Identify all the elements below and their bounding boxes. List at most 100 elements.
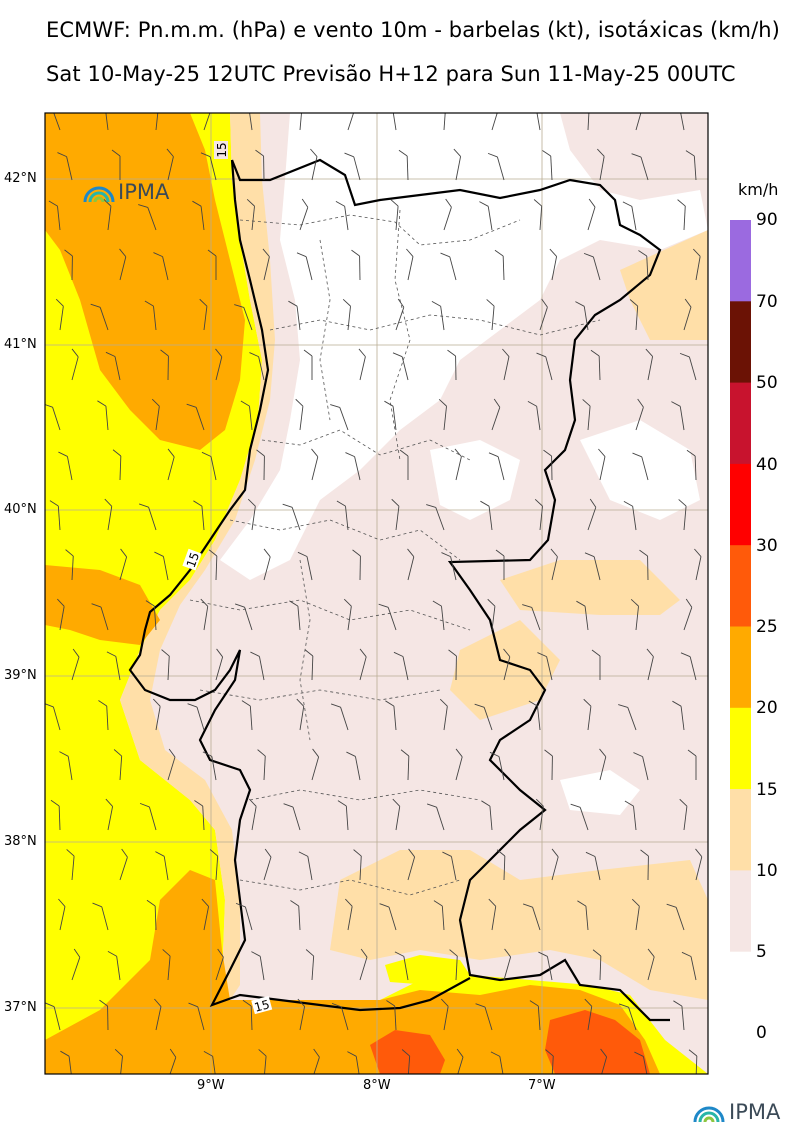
wind-barb: [193, 500, 205, 531]
wind-barb: [331, 1002, 349, 1031]
wind-barb: [392, 798, 401, 831]
wind-barb: [688, 1049, 698, 1074]
wind-barb: [433, 900, 445, 931]
wind-barb: [234, 304, 253, 331]
wind-barb: [432, 600, 445, 631]
ipma-logo-icon: [693, 1106, 725, 1123]
wind-zone-10-15: [120, 113, 275, 1000]
contour-label: 15: [253, 997, 271, 1014]
wind-barb: [431, 301, 445, 331]
colorbar-segment: [730, 545, 751, 627]
wind-barb: [583, 698, 592, 731]
wind-barb: [671, 401, 685, 431]
colorbar-label: 25: [756, 617, 778, 637]
wind-barb: [633, 752, 649, 781]
wind-barb: [629, 299, 639, 331]
wind-barb: [443, 198, 452, 231]
wind-barb: [114, 1048, 123, 1074]
wind-barb: [448, 649, 457, 681]
colorbar-segment: [730, 626, 751, 709]
wind-barb: [283, 803, 301, 831]
wind-barb: [543, 449, 553, 481]
wind-barb: [209, 849, 219, 881]
wind-barb: [645, 348, 654, 381]
wind-barb: [545, 1049, 554, 1074]
wind-barb: [299, 113, 303, 131]
wind-barb: [166, 148, 174, 181]
wind-barb: [426, 803, 445, 831]
wind-barb: [479, 201, 493, 231]
wind-barb: [475, 1003, 493, 1031]
wind-barb: [119, 848, 128, 881]
ipma-footer-logo-text: IPMA: [729, 1100, 781, 1124]
wind-barb: [393, 651, 409, 681]
wind-barb: [551, 848, 559, 881]
wind-barb: [647, 948, 655, 981]
map-frame: [44, 112, 709, 1075]
wind-barb: [635, 113, 644, 131]
wind-barb: [549, 248, 558, 281]
wind-barb: [585, 851, 601, 881]
wind-barb: [103, 198, 112, 231]
portugal-border: [230, 158, 670, 1022]
wind-barb: [685, 150, 697, 181]
contour-label: 15: [215, 142, 229, 157]
contour-labels: 15 15 15: [182, 141, 273, 1015]
wind-barb: [535, 113, 541, 131]
wind-barb: [358, 348, 366, 381]
wind-barb: [666, 903, 685, 931]
wind-zone-10-15: [450, 620, 560, 720]
wind-barb: [491, 398, 501, 431]
wind-barb: [575, 301, 589, 331]
ipma-footer-logo: IPMA: [692, 1100, 780, 1124]
wind-barb: [296, 252, 313, 281]
wind-barb: [330, 404, 349, 431]
lon-label: 7°W: [528, 1078, 556, 1093]
wind-barb: [154, 998, 162, 1031]
wind-barb: [305, 949, 315, 981]
wind-barb: [503, 948, 512, 981]
wind-barb: [522, 903, 541, 931]
coastline: [128, 159, 471, 1012]
wind-barb: [683, 598, 693, 631]
lat-label: 40°N: [4, 502, 37, 517]
wind-barb: [489, 751, 505, 781]
wind-barb: [119, 248, 127, 281]
wind-barb: [311, 448, 319, 481]
wind-barb: [587, 198, 596, 231]
wind-barb: [192, 200, 205, 231]
wind-barb: [495, 549, 505, 580]
wind-barb: [336, 500, 349, 531]
wind-barb: [151, 398, 160, 431]
wind-barb: [160, 349, 169, 381]
wind-barb: [455, 1048, 464, 1074]
wind-barb: [395, 298, 405, 331]
wind-barb: [299, 198, 309, 231]
wind-barb: [599, 1048, 608, 1074]
wind-barb: [401, 1049, 411, 1074]
wind-barb: [235, 902, 253, 931]
wind-barb: [111, 149, 121, 180]
wind-barb: [379, 903, 397, 931]
wind-barb: [71, 648, 80, 681]
wind-barb: [161, 649, 170, 681]
wind-barb: [577, 900, 589, 931]
wind-barb: [311, 1048, 320, 1074]
calm-zone: [220, 113, 708, 580]
colorbar-segment: [730, 707, 751, 790]
graticule: [45, 113, 708, 1074]
wind-barb: [503, 648, 511, 681]
wind-barb: [289, 600, 301, 631]
wind-barb: [262, 248, 270, 281]
wind-barb: [99, 999, 109, 1031]
wind-barb: [91, 603, 109, 631]
wind-barb: [345, 898, 353, 931]
wind-barb: [138, 204, 157, 231]
wind-barb: [167, 748, 176, 781]
wind-barb: [487, 598, 496, 631]
wind-barb: [257, 749, 266, 781]
wind-barb: [263, 848, 272, 881]
wind-barb: [57, 598, 65, 631]
wind-barb: [679, 352, 697, 381]
colorbar-segment: [730, 220, 751, 302]
